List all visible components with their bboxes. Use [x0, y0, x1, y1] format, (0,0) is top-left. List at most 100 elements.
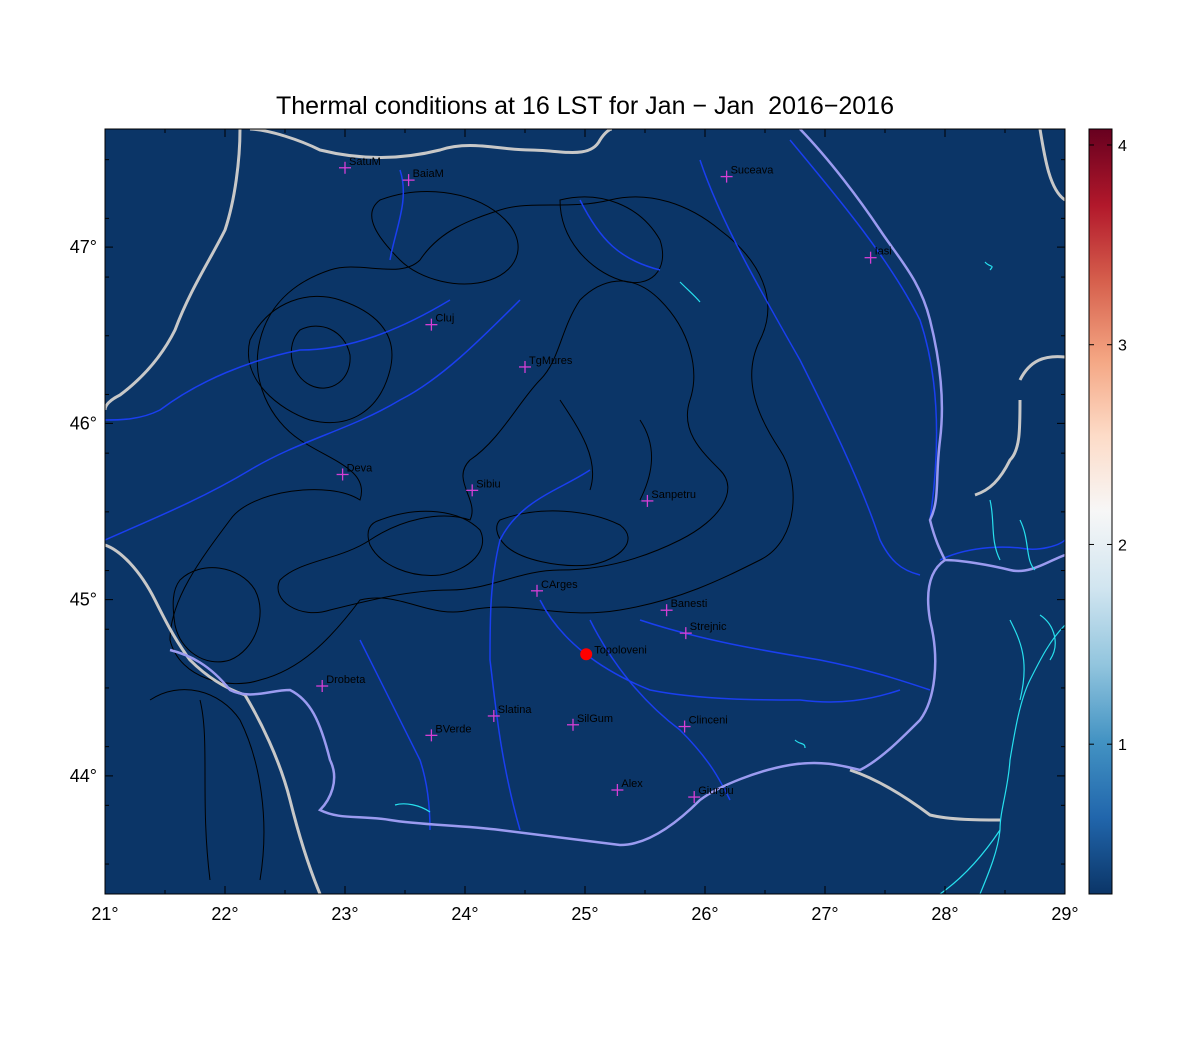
station-marker: Suceava	[720, 165, 775, 183]
contour-apuseni-inner	[290, 325, 351, 389]
lon-tick-label: 24°	[451, 904, 478, 924]
station-marker: Iasi	[864, 246, 892, 264]
lon-tick-label: 21°	[91, 904, 118, 924]
map-background	[105, 129, 1065, 894]
station-label: Slatina	[498, 704, 533, 716]
river-somes	[105, 299, 451, 421]
colorbar-tick-label: 3	[1118, 338, 1127, 355]
station-marker: Strejnic	[679, 621, 727, 640]
station-marker: CArges	[531, 579, 578, 597]
river-north	[389, 169, 661, 271]
contour-prahova	[559, 399, 653, 501]
lon-tick-label: 23°	[331, 904, 358, 924]
river-olt	[489, 469, 591, 831]
colorbar-tick-label: 2	[1118, 537, 1127, 554]
lake-izvoru	[679, 281, 701, 303]
border-west	[105, 543, 246, 697]
lake-razim	[1039, 614, 1056, 661]
station-marker: Deva	[336, 462, 374, 481]
station-label: Alex	[621, 778, 643, 790]
station-marker: Banesti	[660, 598, 708, 617]
river-mures	[105, 299, 521, 541]
station-label: TgMures	[529, 355, 573, 367]
highlight-layer: Topoloveni	[580, 644, 647, 661]
lon-tick-label: 27°	[811, 904, 838, 924]
border-ukraine-north	[249, 129, 613, 159]
lon-tick-label: 25°	[571, 904, 598, 924]
lon-tick-label: 29°	[1051, 904, 1078, 924]
station-label: Sibiu	[476, 478, 500, 490]
border-serbia	[243, 694, 322, 894]
contour-north	[559, 196, 664, 284]
lake-delta-2	[1019, 519, 1036, 571]
coast-sea-edge	[939, 829, 1001, 894]
station-label: Sanpetru	[651, 489, 696, 501]
station-label: Iasi	[875, 246, 892, 258]
station-label: Strejnic	[690, 621, 727, 633]
station-marker: Alex	[611, 778, 643, 797]
river-danube-delta	[939, 539, 1065, 561]
station-marker: Giurgiu	[688, 785, 734, 804]
station-label: SilGum	[577, 713, 613, 725]
station-marker: BVerde	[425, 723, 471, 742]
lake-iasi	[984, 261, 993, 271]
station-marker: SilGum	[567, 713, 613, 731]
station-label: Drobeta	[326, 674, 366, 686]
river-dambovita	[589, 619, 731, 801]
lon-tick-label: 28°	[931, 904, 958, 924]
colorbar-tick-label: 4	[1118, 138, 1127, 155]
station-label: Cluj	[435, 313, 454, 325]
contour-carpathians-outer	[169, 196, 794, 685]
river-siret	[699, 159, 921, 576]
map-axes: 21° 22° 23° 24° 25° 26° 27° 28° 29° 44° 45° 46° 47°	[70, 129, 1079, 924]
station-label: BaiaM	[413, 168, 444, 180]
lat-tick-label: 45°	[70, 590, 97, 610]
highlight-label: Topoloveni	[594, 644, 647, 656]
station-label: Clinceni	[689, 715, 728, 727]
contour-banat	[172, 567, 261, 663]
rivers	[105, 139, 1065, 831]
contour-fagaras-east	[496, 510, 629, 567]
border-danube	[169, 558, 946, 847]
station-marker: Cluj	[425, 313, 454, 331]
river-ialomita	[639, 619, 931, 691]
border-bulgaria-east	[849, 768, 1001, 822]
colorbar-tick-label: 1	[1118, 737, 1127, 754]
station-marker: BaiaM	[402, 168, 444, 187]
border-moldova-east	[974, 129, 1065, 497]
river-arges	[539, 599, 901, 703]
river-prut	[789, 139, 938, 521]
station-label: Deva	[347, 462, 374, 474]
river-borders	[169, 129, 1065, 847]
colorbar-bar	[1088, 128, 1113, 895]
station-marker: Clinceni	[678, 715, 728, 733]
station-label: CArges	[541, 579, 578, 591]
station-label: Suceava	[731, 165, 775, 177]
station-label: Banesti	[671, 598, 708, 610]
border-north	[105, 129, 242, 411]
station-label: SatuM	[349, 156, 381, 168]
contour-carpathians-inner	[277, 280, 729, 614]
lat-tick-label: 46°	[70, 413, 97, 433]
river-jiu	[359, 639, 431, 831]
station-label: Giurgiu	[698, 785, 733, 797]
country-borders	[105, 129, 1065, 894]
lon-tick-label: 22°	[211, 904, 238, 924]
station-marker: Drobeta	[316, 674, 366, 693]
coast-black-sea	[979, 624, 1065, 894]
station-marker: Sanpetru	[641, 489, 696, 507]
colorbar-ticks: 1 2 3 4	[1089, 138, 1127, 754]
station-marker: SatuM	[339, 156, 381, 174]
station-marker: Sibiu	[466, 478, 501, 497]
contour-maramures	[371, 191, 519, 285]
station-marker: Slatina	[487, 704, 533, 722]
map-title: Thermal conditions at 16 LST for Jan − J…	[276, 92, 894, 120]
lat-tick-label: 47°	[70, 237, 97, 257]
station-marker: TgMures	[519, 355, 573, 373]
relief-contours	[149, 191, 794, 881]
contour-fagaras	[367, 510, 484, 576]
highlight-marker	[580, 648, 593, 661]
contour-southwest	[149, 689, 265, 881]
lake-delta-3	[1009, 619, 1025, 701]
